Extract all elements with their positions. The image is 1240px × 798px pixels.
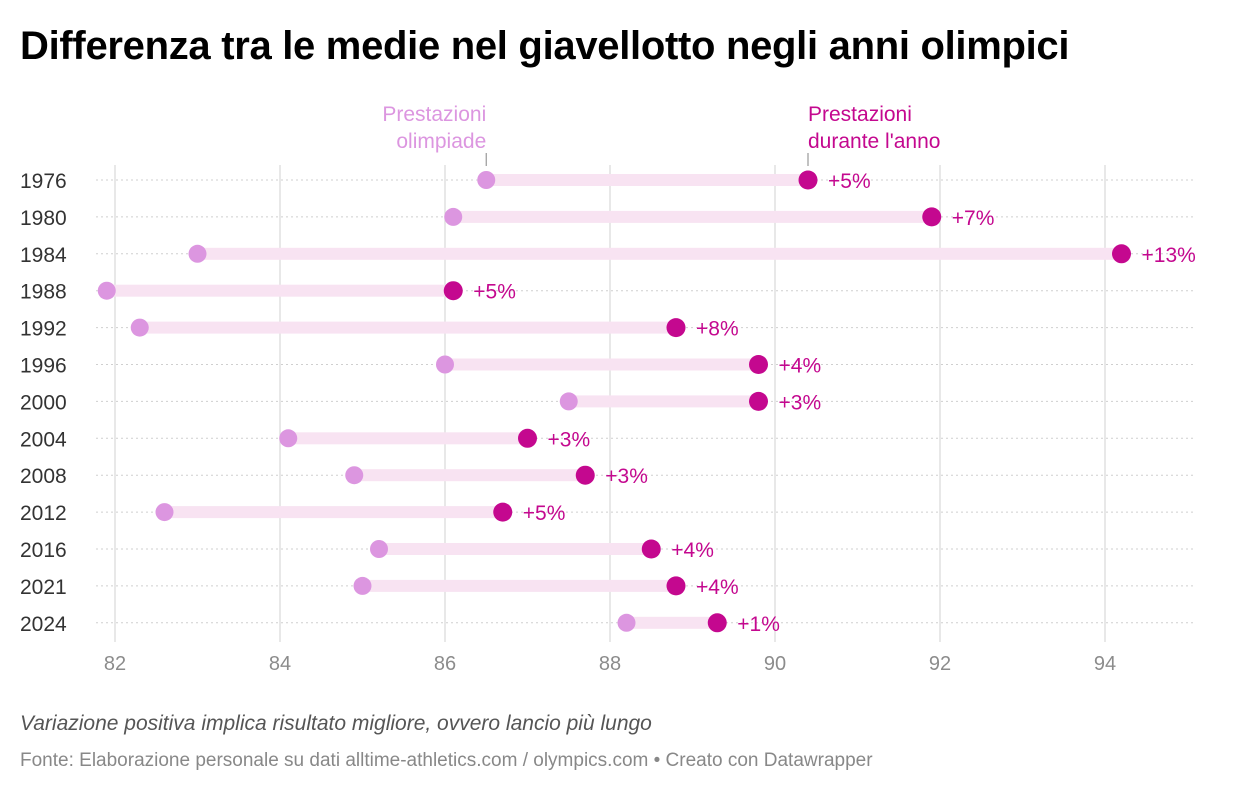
chart-title: Differenza tra le medie nel giavellotto … [20, 24, 1070, 68]
range-bar [139, 321, 676, 334]
y-tick-label: 1996 [20, 355, 67, 378]
olympic-point [477, 171, 496, 189]
series-label-olympic-line2: olimpiade [396, 130, 486, 153]
y-tick-label: 2016 [20, 539, 67, 562]
dot-plot-chart: 82 84 86 88 90 92 94 1976 +5% 1980 +7% 1984 +13% 1988… [20, 103, 1196, 675]
data-label: +3% [605, 465, 648, 488]
y-tick-label: 2008 [20, 465, 67, 488]
season-point [1112, 244, 1131, 264]
season-point [666, 576, 686, 596]
chart-labels: 82 84 86 88 90 92 94 1976 +5% 1980 +7% 1984 +13% 1988… [20, 103, 1196, 675]
range-bar [445, 358, 759, 371]
x-tick-label: 94 [1094, 653, 1116, 675]
data-label: +5% [473, 281, 516, 304]
x-tick-label: 92 [929, 653, 951, 675]
olympic-point [436, 355, 454, 374]
olympic-point [130, 318, 149, 337]
series-label-season-line1: Prestazioni [808, 103, 912, 126]
x-tick-label: 88 [599, 653, 621, 675]
y-tick-label: 2004 [20, 428, 67, 451]
data-label: +1% [737, 613, 780, 636]
range-bar [568, 395, 759, 408]
data-label: +4% [696, 576, 739, 599]
range-bar [486, 174, 808, 186]
range-bar [379, 543, 652, 555]
range-bar [626, 616, 718, 629]
data-label: +5% [828, 170, 871, 193]
y-tick-label: 1976 [20, 170, 67, 193]
range-bar [164, 506, 503, 519]
series-label-season-line2: durante l'anno [808, 130, 940, 153]
data-label: +4% [671, 539, 714, 562]
y-tick-label: 2024 [20, 613, 67, 636]
olympic-point [155, 503, 174, 522]
range-bar [453, 210, 932, 223]
range-bar [288, 432, 528, 445]
x-tick-label: 86 [434, 653, 456, 675]
season-point [493, 502, 513, 522]
gridlines [114, 165, 1106, 642]
season-point [749, 355, 768, 374]
season-point [666, 318, 686, 338]
data-points [97, 170, 1131, 633]
season-point [641, 539, 661, 559]
season-point [749, 391, 768, 411]
series-label-olympic-line1: Prestazioni [382, 103, 486, 126]
data-label: +3% [548, 428, 591, 451]
range-bar [362, 579, 676, 592]
range-bars [106, 174, 1122, 629]
chart-source: Fonte: Elaborazione personale su dati al… [20, 750, 873, 771]
olympic-point [444, 207, 463, 226]
data-label: +8% [696, 318, 739, 341]
season-point [798, 170, 818, 190]
y-tick-label: 2000 [20, 391, 67, 414]
y-tick-label: 2021 [20, 576, 67, 599]
season-point [707, 613, 727, 633]
data-label: +5% [523, 502, 566, 525]
y-tick-label: 1988 [20, 281, 67, 304]
olympic-point [188, 244, 207, 263]
olympic-point [370, 540, 388, 558]
range-bar [354, 469, 586, 482]
data-label: +3% [779, 391, 822, 414]
x-tick-label: 84 [269, 653, 291, 675]
data-label: +7% [952, 207, 995, 230]
range-bar [197, 247, 1122, 260]
season-point [575, 465, 595, 485]
olympic-point [617, 613, 636, 632]
y-tick-label: 1980 [20, 207, 67, 230]
chart-note: Variazione positiva implica risultato mi… [20, 712, 652, 735]
olympic-point [345, 466, 364, 485]
olympic-point [559, 392, 578, 411]
olympic-point [97, 281, 116, 300]
season-point [922, 207, 942, 227]
range-bar [106, 284, 454, 297]
olympic-point [353, 576, 372, 595]
season-point [443, 281, 463, 301]
x-tick-label: 90 [764, 653, 786, 675]
data-label: +13% [1142, 244, 1196, 267]
data-label: +4% [779, 355, 822, 378]
y-tick-label: 1992 [20, 318, 67, 341]
y-tick-label: 1984 [20, 244, 67, 267]
season-point [518, 428, 537, 448]
olympic-point [279, 429, 298, 448]
x-tick-label: 82 [104, 653, 126, 675]
y-tick-label: 2012 [20, 502, 67, 525]
